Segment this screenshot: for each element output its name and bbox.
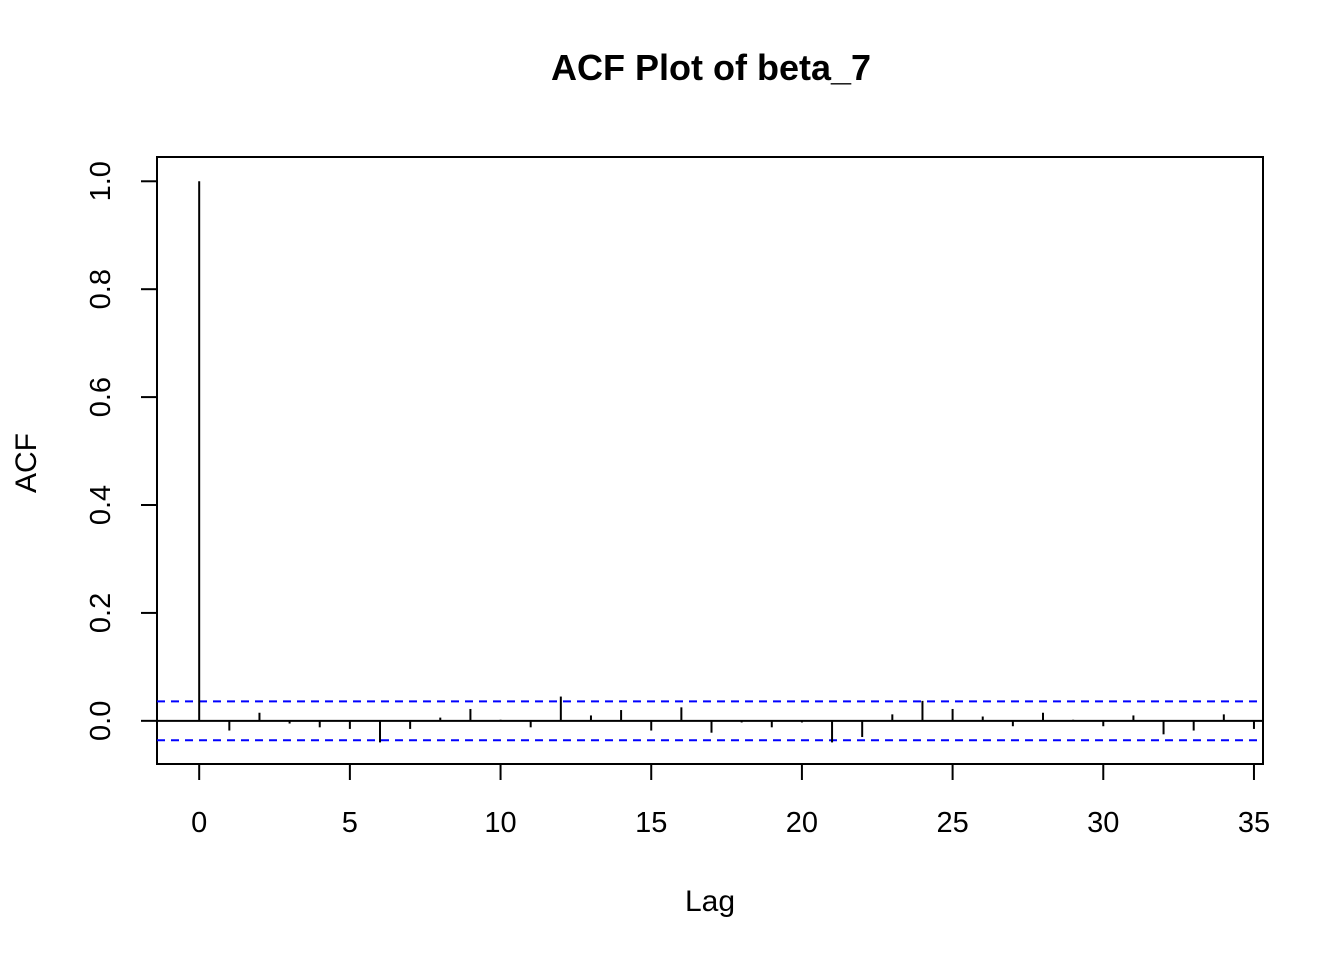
y-tick-label: 0.2 <box>85 593 117 633</box>
x-tick-label: 5 <box>342 807 358 839</box>
x-tick-label: 20 <box>786 807 818 839</box>
x-tick-label: 30 <box>1087 807 1119 839</box>
chart-title: ACF Plot of beta_7 <box>551 47 871 88</box>
x-tick-label: 15 <box>635 807 667 839</box>
x-tick-label: 0 <box>191 807 207 839</box>
x-tick-label: 35 <box>1238 807 1270 839</box>
y-tick-label: 0.8 <box>85 269 117 309</box>
acf-bars <box>198 181 1255 743</box>
x-tick-label: 10 <box>484 807 516 839</box>
y-tick-label: 0.0 <box>85 701 117 741</box>
y-tick-label: 1.0 <box>85 161 117 201</box>
x-axis: 0 5 10 15 20 25 30 35 <box>191 763 1270 839</box>
y-axis-label: ACF <box>10 433 43 493</box>
y-axis: 0.0 0.2 0.4 0.6 0.8 1.0 <box>85 161 158 741</box>
y-tick-label: 0.4 <box>85 485 117 525</box>
x-tick-label: 25 <box>936 807 968 839</box>
plot-frame <box>156 156 1264 765</box>
y-tick-label: 0.6 <box>85 377 117 417</box>
x-axis-label: Lag <box>685 885 735 918</box>
